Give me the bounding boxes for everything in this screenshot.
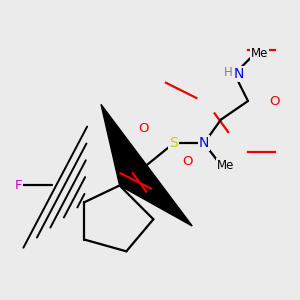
- Text: H: H: [224, 66, 233, 79]
- Polygon shape: [101, 104, 192, 226]
- Text: O: O: [270, 94, 280, 107]
- Text: Me: Me: [251, 47, 268, 60]
- Text: O: O: [182, 155, 192, 168]
- Text: N: N: [199, 136, 209, 150]
- Text: S: S: [169, 136, 178, 150]
- Text: Me: Me: [217, 159, 235, 172]
- Text: O: O: [138, 122, 148, 134]
- Text: F: F: [14, 179, 22, 192]
- Text: N: N: [233, 67, 244, 81]
